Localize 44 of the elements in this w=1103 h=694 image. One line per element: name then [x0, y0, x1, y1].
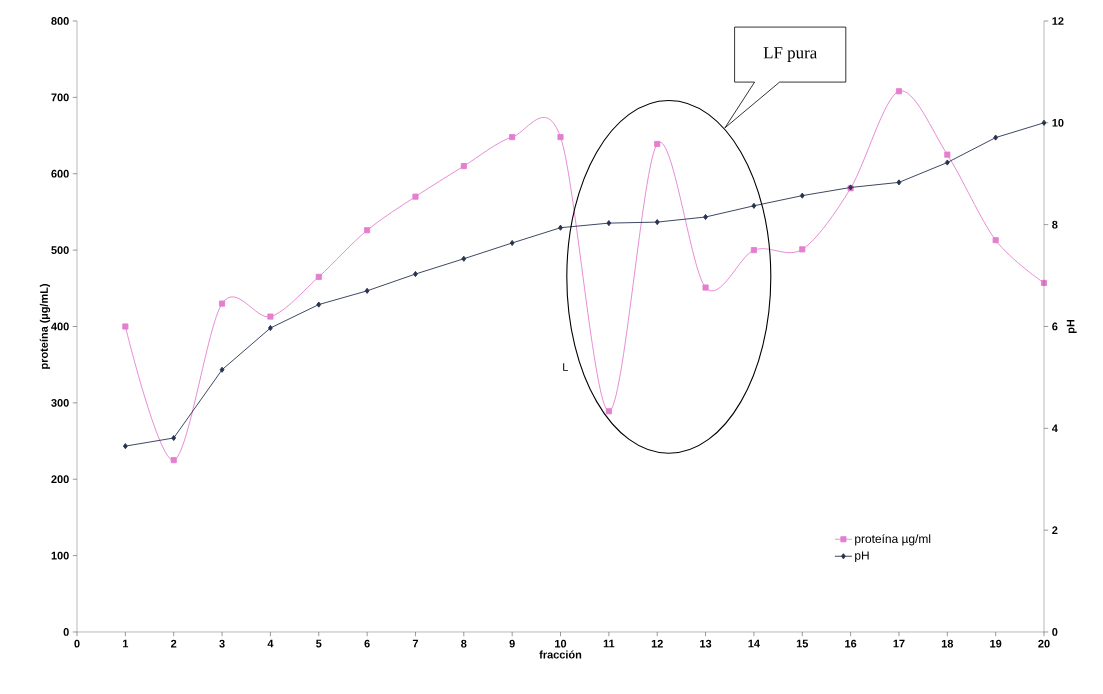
x-tick-label: 8	[461, 639, 467, 648]
y2-tick-label: 0	[1052, 628, 1058, 636]
x-tick-label: 15	[796, 639, 809, 648]
y2-axis-title: pH	[1066, 319, 1077, 334]
y2-tick-label: 12	[1052, 17, 1064, 25]
x-tick-label: 13	[700, 639, 712, 648]
x-axis-title: fracción	[539, 650, 582, 659]
y-tick-label: 500	[51, 246, 69, 254]
legend-label: proteína µg/ml	[855, 534, 931, 546]
x-tick-label: 11	[603, 639, 615, 648]
x-tick-label: 17	[893, 639, 905, 648]
y-tick-label: 400	[51, 322, 69, 331]
x-tick-label: 5	[316, 639, 322, 648]
y2-tick-label: 4	[1051, 424, 1058, 433]
y-tick-label: 800	[51, 17, 69, 25]
y-tick-label: 300	[51, 398, 69, 407]
x-tick-label: 18	[941, 639, 954, 648]
y2-tick-label: 2	[1052, 526, 1058, 534]
y2-tick-label: 8	[1052, 220, 1058, 229]
x-tick-label: 14	[748, 639, 760, 648]
y2-tick-label: 6	[1052, 322, 1058, 331]
x-tick-label: 6	[364, 639, 370, 648]
x-tick-label: 9	[509, 639, 515, 648]
y-tick-label: 700	[51, 93, 69, 102]
y-tick-label: 200	[51, 475, 69, 484]
legend-label: pH	[855, 551, 869, 563]
x-tick-label: 10	[555, 639, 567, 648]
x-tick-label: 7	[412, 639, 419, 648]
x-tick-label: 1	[123, 639, 129, 648]
x-tick-label: 4	[267, 639, 274, 648]
x-tick-label: 20	[1038, 639, 1050, 648]
x-tick-label: 16	[845, 639, 857, 648]
y2-tick-label: 10	[1052, 118, 1064, 127]
y-tick-label: 100	[51, 551, 69, 560]
x-tick-label: 2	[171, 639, 177, 648]
x-tick-label: 19	[990, 639, 1002, 648]
x-tick-label: 12	[651, 639, 663, 648]
x-tick-label: 3	[219, 639, 225, 648]
x-tick-label: 0	[74, 639, 80, 648]
y-axis-title: proteína (µg/mL)	[39, 284, 51, 369]
annotation: LF pura	[763, 47, 818, 62]
y-tick-label: 0	[63, 628, 69, 636]
annotation: L	[563, 363, 568, 371]
y-tick-label: 600	[51, 169, 69, 178]
